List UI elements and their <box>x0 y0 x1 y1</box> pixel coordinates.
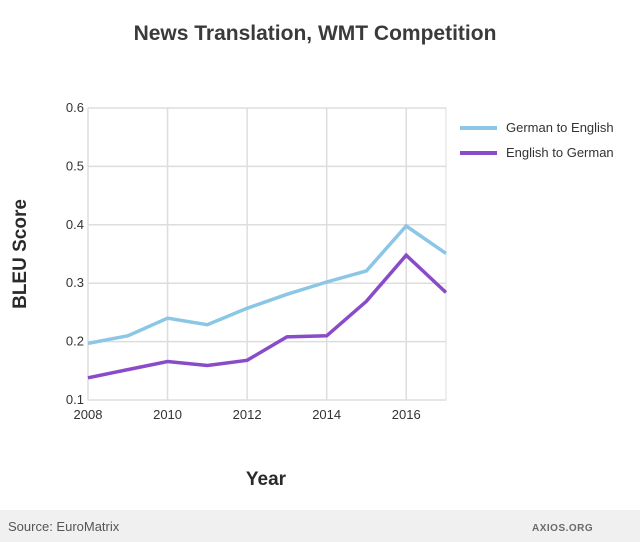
x-tick-label: 2012 <box>233 407 262 422</box>
y-tick-label: 0.2 <box>66 334 84 349</box>
x-tick-label: 2010 <box>153 407 182 422</box>
x-tick-label: 2014 <box>312 407 341 422</box>
watermark: AXIOS.ORG <box>532 523 593 534</box>
y-tick-labels: 0.1 0.2 0.3 0.4 0.5 0.6 <box>66 100 84 407</box>
x-tick-labels: 2008 2010 2012 2014 2016 <box>74 407 421 422</box>
x-axis-label: Year <box>246 469 287 490</box>
plot-frame <box>87 107 447 401</box>
legend-label-english-to-german: English to German <box>506 145 614 160</box>
chart-title: News Translation, WMT Competition <box>134 22 497 45</box>
y-axis-label: BLEU Score <box>10 199 31 309</box>
y-tick-label: 0.3 <box>66 275 84 290</box>
series-lines <box>87 223 448 380</box>
y-tick-label: 0.1 <box>66 392 84 407</box>
series-line-german-to-english <box>87 223 447 346</box>
x-tick-label: 2016 <box>392 407 421 422</box>
y-tick-label: 0.5 <box>66 158 84 173</box>
footer-bar <box>0 510 640 542</box>
y-tick-label: 0.4 <box>66 217 84 232</box>
legend-label-german-to-english: German to English <box>506 120 614 135</box>
x-tick-label: 2008 <box>74 407 103 422</box>
plot-area: 2008 2010 2012 2014 2016 0.1 0.2 0.3 0.4 0.5 0.6 <box>66 100 448 422</box>
series-line-english-to-german <box>87 252 448 380</box>
y-tick-label: 0.6 <box>66 100 84 115</box>
source-note: Source: EuroMatrix <box>8 519 120 534</box>
legend: German to English English to German <box>460 120 614 160</box>
